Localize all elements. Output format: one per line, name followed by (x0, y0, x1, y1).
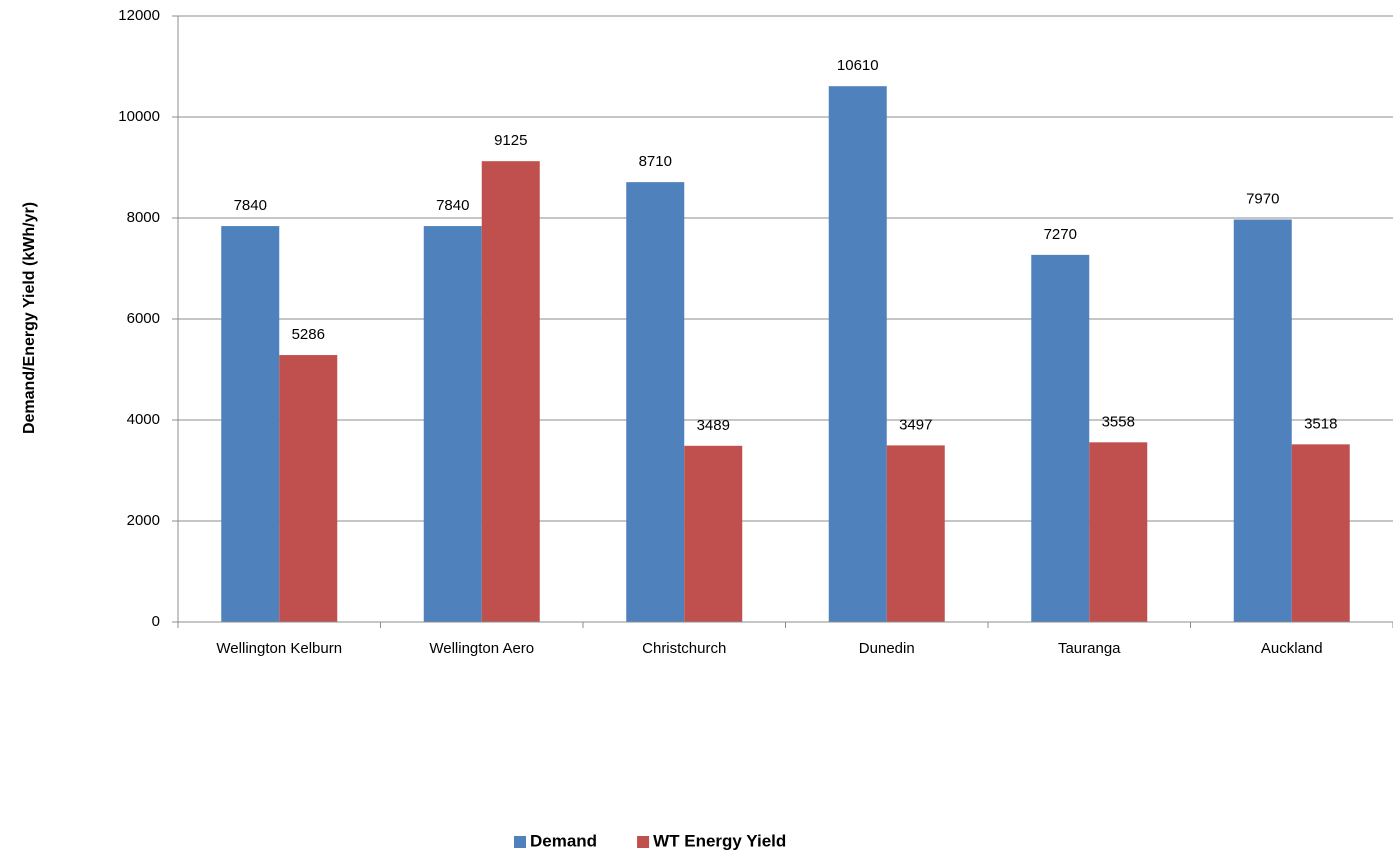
data-label: 3489 (697, 417, 730, 434)
x-tick-label: Wellington Aero (429, 640, 534, 657)
data-label: 7840 (234, 197, 267, 214)
bar (1031, 254, 1090, 623)
bar (423, 226, 482, 622)
x-tick-label: Christchurch (642, 640, 726, 657)
data-label: 7270 (1044, 226, 1077, 243)
y-axis-label: Demand/Energy Yield (kWh/yr) (21, 202, 38, 434)
y-tick-label: 4000 (127, 411, 160, 428)
x-tick-label: Tauranga (1058, 640, 1121, 657)
data-label: 5286 (292, 326, 325, 343)
x-tick-label: Wellington Kelburn (216, 640, 342, 657)
data-label: 7970 (1246, 190, 1279, 207)
data-label: 9125 (494, 132, 527, 149)
data-label: 8710 (639, 153, 672, 170)
bar (481, 161, 540, 622)
y-tick-label: 12000 (118, 7, 160, 24)
y-tick-label: 6000 (127, 310, 160, 327)
data-label: 3497 (899, 416, 932, 433)
bar (1089, 442, 1148, 622)
y-tick-label: 10000 (118, 108, 160, 125)
y-tick-label: 0 (152, 613, 160, 630)
x-tick-label: Dunedin (859, 640, 915, 657)
y-tick-label: 2000 (127, 512, 160, 529)
bar (684, 445, 743, 622)
legend-swatch (514, 836, 526, 848)
bar (221, 226, 280, 622)
y-tick-label: 8000 (127, 209, 160, 226)
data-label: 10610 (837, 57, 879, 74)
data-label: 3558 (1102, 413, 1135, 430)
data-label: 3518 (1304, 415, 1337, 432)
x-tick-label: Auckland (1261, 640, 1323, 657)
legend-label: WT Energy Yield (653, 831, 786, 850)
legend-swatch (637, 836, 650, 848)
data-label: 7840 (436, 197, 469, 214)
legend-label: Demand (530, 831, 597, 850)
bar (1291, 444, 1350, 622)
bar (1233, 219, 1292, 622)
bar (279, 355, 338, 622)
bar (886, 445, 945, 622)
bar (828, 86, 887, 622)
bar (626, 182, 685, 622)
